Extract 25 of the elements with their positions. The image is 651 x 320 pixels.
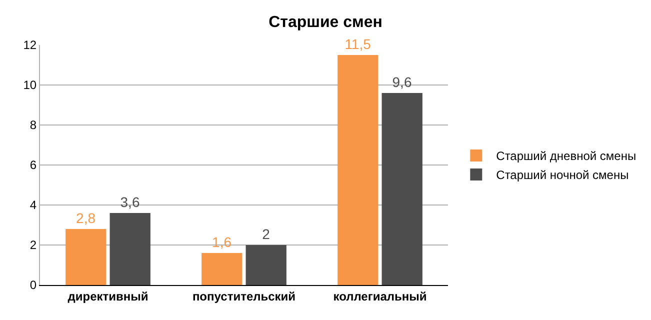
chart-title: Старшие смен bbox=[268, 14, 382, 32]
y-tick-label: 10 bbox=[23, 78, 37, 92]
bar bbox=[110, 213, 150, 285]
data-label: 9,6 bbox=[392, 74, 412, 90]
x-tick-label: коллегиальный bbox=[333, 289, 427, 304]
data-label: 3,6 bbox=[120, 194, 140, 210]
bar bbox=[382, 93, 422, 285]
data-label: 11,5 bbox=[344, 36, 372, 52]
y-tick-label: 4 bbox=[30, 198, 37, 212]
legend-label: Старший ночной смены bbox=[496, 168, 629, 182]
y-tick-label: 12 bbox=[23, 38, 37, 52]
bar bbox=[338, 55, 378, 285]
data-label: 2 bbox=[262, 226, 270, 242]
x-tick-label: директивный bbox=[68, 289, 148, 304]
y-tick-label: 6 bbox=[30, 158, 37, 172]
x-tick-label: попустительский bbox=[192, 289, 296, 304]
bar bbox=[66, 229, 106, 285]
y-tick-label: 8 bbox=[30, 118, 37, 132]
y-tick-label: 0 bbox=[30, 278, 37, 292]
data-label: 1,6 bbox=[212, 234, 232, 250]
bar bbox=[202, 253, 242, 285]
y-tick-label: 2 bbox=[30, 238, 37, 252]
bar bbox=[246, 245, 286, 285]
data-label: 2,8 bbox=[76, 210, 96, 226]
legend-label: Старший дневной смены bbox=[496, 149, 636, 164]
